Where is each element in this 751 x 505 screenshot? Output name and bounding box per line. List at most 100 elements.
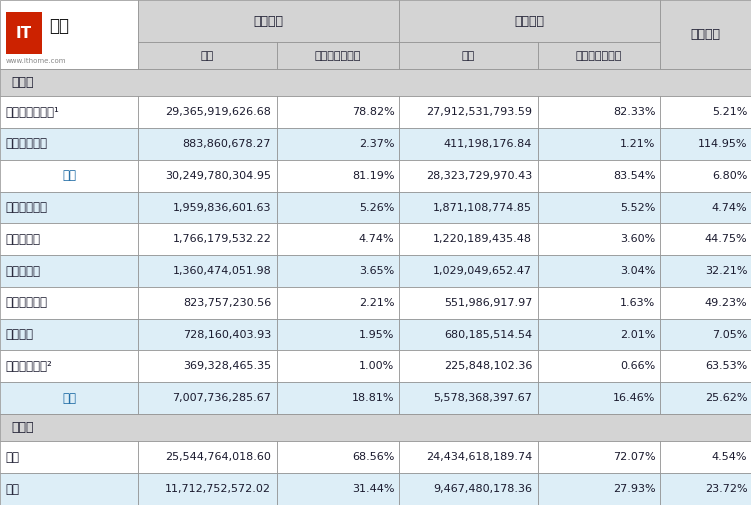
- Text: 机器人业务: 机器人业务: [5, 233, 41, 246]
- Bar: [660, 160, 751, 191]
- Bar: [138, 223, 276, 255]
- Text: 2.37%: 2.37%: [359, 139, 394, 149]
- Text: 82.33%: 82.33%: [613, 107, 656, 117]
- Text: 小计: 小计: [62, 169, 76, 182]
- Text: 1.63%: 1.63%: [620, 298, 656, 308]
- Bar: [138, 42, 276, 69]
- Text: 49.23%: 49.23%: [704, 298, 747, 308]
- Bar: [276, 319, 400, 350]
- Text: 4.74%: 4.74%: [712, 203, 747, 213]
- Bar: [0, 0, 138, 69]
- Text: 11,712,752,572.02: 11,712,752,572.02: [165, 484, 271, 494]
- Text: 29,365,919,626.68: 29,365,919,626.68: [165, 107, 271, 117]
- Bar: [400, 128, 538, 160]
- Text: 1,959,836,601.63: 1,959,836,601.63: [173, 203, 271, 213]
- Text: 63.53%: 63.53%: [705, 361, 747, 371]
- Text: 680,185,514.54: 680,185,514.54: [444, 330, 532, 339]
- Text: 之家: 之家: [49, 17, 69, 35]
- Bar: [276, 223, 400, 255]
- Bar: [276, 255, 400, 287]
- Text: 369,328,465.35: 369,328,465.35: [183, 361, 271, 371]
- Bar: [0, 414, 751, 441]
- Text: 25,544,764,018.60: 25,544,764,018.60: [165, 452, 271, 463]
- Text: 5.21%: 5.21%: [712, 107, 747, 117]
- Bar: [138, 96, 276, 128]
- Bar: [660, 382, 751, 414]
- Text: 主业产品及服务¹: 主业产品及服务¹: [5, 106, 59, 119]
- Bar: [138, 382, 276, 414]
- Bar: [0, 160, 138, 191]
- Bar: [538, 287, 660, 319]
- Bar: [538, 160, 660, 191]
- Text: 28,323,729,970.43: 28,323,729,970.43: [426, 171, 532, 181]
- Bar: [0, 350, 138, 382]
- Bar: [660, 350, 751, 382]
- Bar: [400, 287, 538, 319]
- Text: 1,029,049,652.47: 1,029,049,652.47: [433, 266, 532, 276]
- Bar: [0, 255, 138, 287]
- Text: 小计: 小计: [62, 391, 76, 405]
- Bar: [400, 255, 538, 287]
- Bar: [276, 128, 400, 160]
- Text: 24,434,618,189.74: 24,434,618,189.74: [426, 452, 532, 463]
- Bar: [0, 473, 138, 505]
- Bar: [138, 128, 276, 160]
- Bar: [138, 0, 400, 42]
- Text: 44.75%: 44.75%: [704, 234, 747, 244]
- Bar: [276, 191, 400, 223]
- Bar: [0, 382, 138, 414]
- Bar: [660, 223, 751, 255]
- Text: 81.19%: 81.19%: [352, 171, 394, 181]
- Text: 728,160,403.93: 728,160,403.93: [183, 330, 271, 339]
- Bar: [400, 96, 538, 128]
- Bar: [400, 0, 660, 42]
- Text: 1.00%: 1.00%: [359, 361, 394, 371]
- Text: 0.66%: 0.66%: [620, 361, 656, 371]
- Bar: [138, 473, 276, 505]
- Bar: [138, 441, 276, 473]
- Text: 883,860,678.27: 883,860,678.27: [182, 139, 271, 149]
- Text: 2.21%: 2.21%: [359, 298, 394, 308]
- Text: 27,912,531,793.59: 27,912,531,793.59: [426, 107, 532, 117]
- Bar: [538, 223, 660, 255]
- Text: 5.26%: 5.26%: [359, 203, 394, 213]
- Bar: [0, 287, 138, 319]
- Text: 551,986,917.97: 551,986,917.97: [444, 298, 532, 308]
- Text: 占营业收入比重: 占营业收入比重: [315, 50, 361, 61]
- Text: 1,360,474,051.98: 1,360,474,051.98: [173, 266, 271, 276]
- Bar: [538, 441, 660, 473]
- Text: 78.82%: 78.82%: [351, 107, 394, 117]
- Bar: [276, 96, 400, 128]
- Bar: [276, 350, 400, 382]
- Bar: [660, 0, 751, 69]
- Bar: [538, 382, 660, 414]
- Bar: [138, 255, 276, 287]
- Text: 3.65%: 3.65%: [359, 266, 394, 276]
- Text: 7,007,736,285.67: 7,007,736,285.67: [172, 393, 271, 403]
- Text: 上年同期: 上年同期: [514, 15, 544, 28]
- Bar: [538, 128, 660, 160]
- Text: 1,220,189,435.48: 1,220,189,435.48: [433, 234, 532, 244]
- Text: 68.56%: 68.56%: [352, 452, 394, 463]
- Bar: [6, 13, 42, 54]
- Text: 25.62%: 25.62%: [705, 393, 747, 403]
- Bar: [660, 441, 751, 473]
- Text: 3.04%: 3.04%: [620, 266, 656, 276]
- Text: 同比增减: 同比增减: [691, 28, 720, 41]
- Text: 智能家居业务: 智能家居业务: [5, 201, 47, 214]
- Text: 83.54%: 83.54%: [613, 171, 656, 181]
- Text: 3.60%: 3.60%: [620, 234, 656, 244]
- Bar: [0, 319, 138, 350]
- Text: 31.44%: 31.44%: [352, 484, 394, 494]
- Text: 9,467,480,178.36: 9,467,480,178.36: [433, 484, 532, 494]
- Bar: [138, 191, 276, 223]
- Text: 分产品: 分产品: [11, 76, 34, 89]
- Bar: [138, 319, 276, 350]
- Bar: [138, 350, 276, 382]
- Bar: [660, 191, 751, 223]
- Text: 主业建造工程: 主业建造工程: [5, 137, 47, 150]
- Text: 存储业务: 存储业务: [5, 328, 34, 341]
- Bar: [138, 160, 276, 191]
- Bar: [660, 96, 751, 128]
- Bar: [400, 160, 538, 191]
